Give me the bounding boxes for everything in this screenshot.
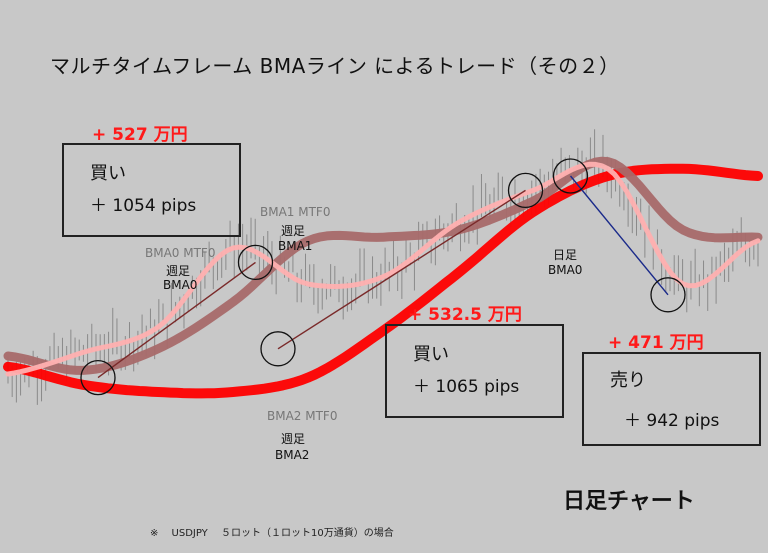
label-daily: 日足 — [553, 248, 578, 262]
label-bma1-weekly-name: BMA1 — [278, 239, 313, 253]
trade-side-1: 買い — [90, 163, 126, 184]
series-line-1 — [3, 156, 763, 375]
trend-lines — [97, 175, 669, 379]
profit-label-1: + 527 万円 — [92, 125, 188, 145]
signal-circle-5 — [650, 277, 686, 313]
signal-circle-0 — [80, 359, 116, 396]
trend-line-1 — [277, 189, 526, 350]
signal-circle-3 — [507, 172, 544, 209]
page-title: マルチタイムフレーム BMAライン によるトレード（その２） — [50, 54, 620, 78]
trend-line-0 — [97, 261, 256, 379]
profit-label-2: + 532.5 万円 — [408, 305, 522, 325]
signal-circle-4 — [552, 158, 589, 194]
trade-pips-3: ＋ 942 pips — [624, 411, 720, 431]
trade-side-3: 売り — [610, 370, 646, 391]
label-bma1-weekly: 週足 — [281, 224, 306, 238]
trade-box-2: 買い ＋ 1065 pips — [385, 324, 564, 418]
label-bma1-mtf0: BMA1 MTF0 — [260, 205, 331, 219]
label-bma0-mtf0: BMA0 MTF0 — [145, 246, 216, 260]
footnote: ※ USDJPY ５ロット（１ロット10万通貨）の場合 — [150, 528, 394, 539]
trade-box-3: 売り ＋ 942 pips — [582, 352, 761, 446]
signal-circle-1 — [237, 244, 274, 281]
profit-label-3: + 471 万円 — [608, 333, 704, 353]
signal-circles — [80, 158, 686, 396]
signal-circle-2 — [260, 331, 296, 367]
series-line-2 — [5, 161, 761, 377]
label-daily-name: BMA0 — [548, 263, 583, 277]
series-line-0 — [3, 163, 763, 399]
label-bma0-weekly: 週足 — [166, 264, 191, 278]
label-bma0-weekly-name: BMA0 — [163, 278, 198, 292]
trend-line-2 — [569, 175, 669, 296]
label-bma2-weekly-name: BMA2 — [275, 448, 310, 462]
bma-lines — [3, 156, 763, 399]
trade-pips-2: ＋ 1065 pips — [413, 377, 520, 397]
label-bma2-mtf0: BMA2 MTF0 — [267, 409, 338, 423]
chart-name: 日足チャート — [563, 489, 695, 514]
trade-pips-1: ＋ 1054 pips — [90, 196, 197, 216]
trade-side-2: 買い — [413, 344, 449, 365]
trade-box-1: 買い ＋ 1054 pips — [62, 143, 241, 237]
label-bma2-weekly: 週足 — [281, 432, 306, 446]
